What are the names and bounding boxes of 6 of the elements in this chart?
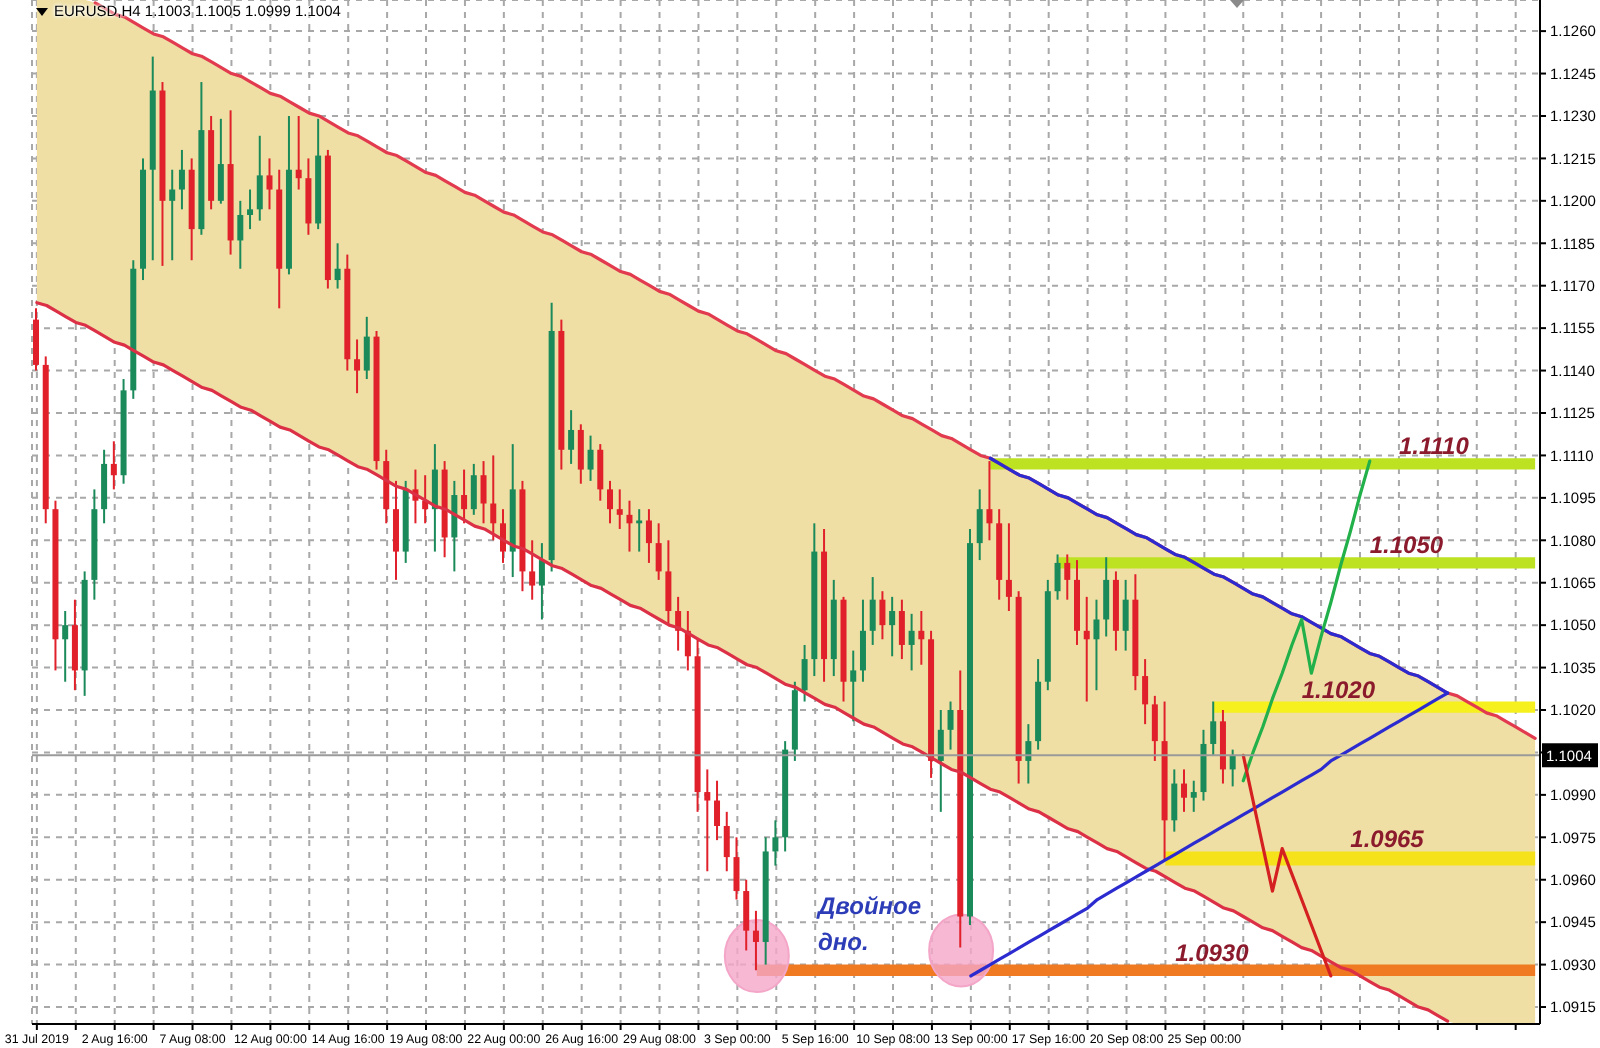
annotation: 1.1110: [1398, 432, 1470, 461]
annotation: 1.0930: [1175, 938, 1250, 967]
annotation: 1.1020: [1301, 675, 1376, 704]
annotation: 1.0965: [1350, 825, 1425, 854]
annotation: Двойное дно.: [818, 890, 922, 960]
annotation: 1.1050: [1369, 531, 1444, 560]
